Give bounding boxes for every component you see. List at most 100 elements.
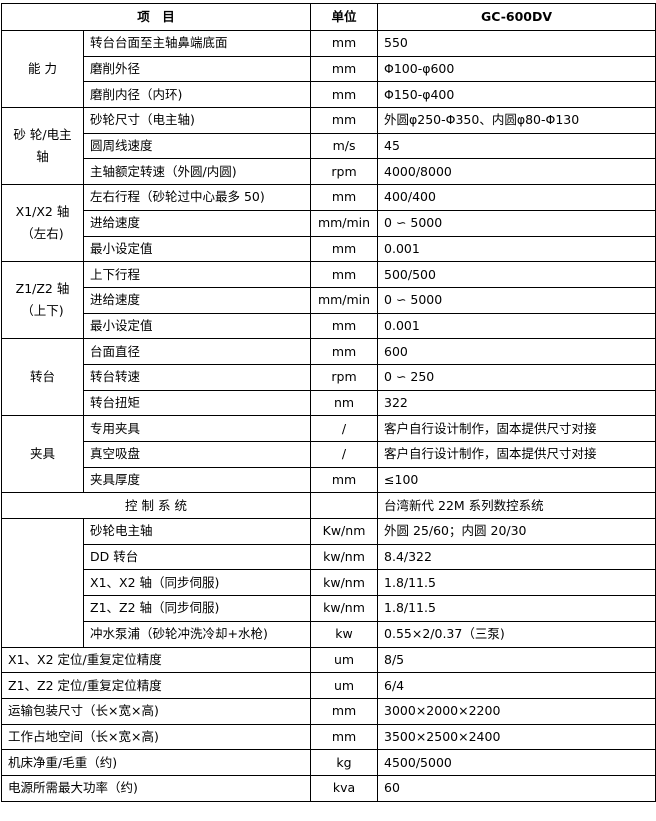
item-cell: 磨削外径 xyxy=(82,55,312,83)
value-cell: 322 xyxy=(377,389,656,417)
value-cell: 6/4 xyxy=(377,672,656,699)
category-cell: Z1/Z2 轴（上下) xyxy=(1,261,84,340)
unit-cell xyxy=(310,492,379,520)
item-cell: 最小设定值 xyxy=(82,312,312,340)
unit-cell: mm xyxy=(310,81,379,109)
item-cell: 进给速度 xyxy=(82,209,312,237)
header-unit: 单位 xyxy=(310,3,379,31)
item-cell: 运输包装尺寸（长×宽×高) xyxy=(0,697,312,725)
value-cell: Φ150-φ400 xyxy=(377,81,656,109)
value-cell: 1.8/11.5 xyxy=(377,595,656,622)
unit-cell: mm xyxy=(310,723,379,751)
category-cell: X1/X2 轴（左右) xyxy=(1,184,84,263)
unit-cell: kw/nm xyxy=(310,569,379,597)
item-cell: 左右行程（砂轮过中心最多 50) xyxy=(82,184,312,211)
item-cell: 圆周线速度 xyxy=(82,132,312,160)
unit-cell: mm/min xyxy=(310,286,379,314)
value-cell: 45 xyxy=(377,132,656,160)
table-row: 机床净重/毛重（约) kg 4500/5000 xyxy=(0,749,656,776)
unit-cell: um xyxy=(310,672,379,699)
value-cell: 8/5 xyxy=(377,646,656,674)
unit-cell: / xyxy=(310,441,379,468)
item-cell: X1、X2 定位/重复定位精度 xyxy=(0,646,312,674)
table-row: 主轴额定转速（外圆/内圆) rpm 4000/8000 xyxy=(2,158,656,186)
table-row: X1/X2 轴（左右) 左右行程（砂轮过中心最多 50) mm 400/400 xyxy=(1,184,656,263)
unit-cell: um xyxy=(310,646,379,674)
table-row: 砂轮电主轴 Kw/nm 外圆 25/60；内圆 20/30 xyxy=(1,518,656,648)
table-row: 进给速度 mm/min 0 ∽ 5000 xyxy=(2,286,656,314)
category-cell: 砂 轮/电主轴 xyxy=(1,107,84,186)
table-row: 电源所需最大功率（约) kva 60 xyxy=(0,774,656,802)
header-item: 项 目 xyxy=(0,3,312,31)
unit-cell: nm xyxy=(310,389,379,417)
table-row: 工作占地空间（长×宽×高) mm 3500×2500×2400 xyxy=(0,723,656,751)
unit-cell: rpm xyxy=(310,363,379,391)
table-row: 最小设定值 mm 0.001 xyxy=(2,235,656,263)
table-row: X1、X2 轴（同步伺服) kw/nm 1.8/11.5 xyxy=(2,569,656,597)
value-cell: 0.55×2/0.37（三泵) xyxy=(377,620,656,648)
item-cell: 机床净重/毛重（约) xyxy=(0,749,312,776)
value-cell: Φ100-φ600 xyxy=(377,55,656,83)
unit-cell: mm xyxy=(310,30,379,57)
value-cell: 550 xyxy=(377,30,656,57)
spec-table: 项 目 单位 GC-600DV 能 力转台台面至主轴鼻端底面 mm 550 磨削外径 m… xyxy=(0,3,656,802)
item-cell: 冲水泵浦（砂轮冲洗冷却+水枪) xyxy=(82,620,312,648)
header-row: 项 目 单位 GC-600DV xyxy=(0,3,656,31)
value-cell: 0 ∽ 250 xyxy=(377,363,656,391)
value-cell: 400/400 xyxy=(377,184,656,211)
value-cell: 1.8/11.5 xyxy=(377,569,656,597)
value-cell: ≤100 xyxy=(377,466,656,494)
category-cell: 能 力 xyxy=(1,29,84,109)
value-cell: 客户自行设计制作，固本提供尺寸对接 xyxy=(377,415,656,442)
table-row: 夹具厚度 mm ≤100 xyxy=(2,466,656,494)
table-row: Z1、Z2 轴（同步伺服) kw/nm 1.8/11.5 xyxy=(2,595,656,622)
item-cell: 磨削内径（内环) xyxy=(82,81,312,109)
unit-cell: mm xyxy=(310,312,379,340)
item-cell: 电源所需最大功率（约) xyxy=(0,774,312,802)
item-cell: 砂轮尺寸（电主轴) xyxy=(82,107,312,134)
value-cell: 台湾新代 22M 系列数控系统 xyxy=(377,492,656,520)
unit-cell: Kw/nm xyxy=(310,518,379,545)
table-row: 圆周线速度 m/s 45 xyxy=(2,132,656,160)
unit-cell: / xyxy=(310,415,379,442)
unit-cell: kg xyxy=(310,749,379,776)
unit-cell: rpm xyxy=(310,158,379,186)
value-cell: 4500/5000 xyxy=(377,749,656,776)
item-cell: 最小设定值 xyxy=(82,235,312,263)
item-cell: 转台扭矩 xyxy=(82,389,312,417)
unit-cell: kw/nm xyxy=(310,595,379,622)
item-cell: 上下行程 xyxy=(82,261,312,288)
value-cell: 3000×2000×2200 xyxy=(377,697,656,725)
table-row: 砂 轮/电主轴 砂轮尺寸（电主轴) mm 外圆φ250-Φ350、内圆φ80-Φ130 xyxy=(1,107,656,186)
item-cell: 工作占地空间（长×宽×高) xyxy=(0,723,312,751)
table-row: 冲水泵浦（砂轮冲洗冷却+水枪) kw 0.55×2/0.37（三泵) xyxy=(2,620,656,648)
table-row: 运输包装尺寸（长×宽×高) mm 3000×2000×2200 xyxy=(0,697,656,725)
item-cell: 砂轮电主轴 xyxy=(82,518,312,545)
unit-cell: mm xyxy=(310,235,379,263)
value-cell: 4000/8000 xyxy=(377,158,656,186)
category-cell: 夹具 xyxy=(1,415,84,494)
table-row: 控 制 系 统 台湾新代 22M 系列数控系统 xyxy=(0,492,656,520)
item-cell: 专用夹具 xyxy=(82,415,312,442)
item-cell: 进给速度 xyxy=(82,286,312,314)
value-cell: 60 xyxy=(377,774,656,802)
unit-cell: mm/min xyxy=(310,209,379,237)
value-cell: 0.001 xyxy=(377,235,656,263)
unit-cell: mm xyxy=(310,184,379,211)
table-row: 转台转速 rpm 0 ∽ 250 xyxy=(2,363,656,391)
control-system-label: 控 制 系 统 xyxy=(0,492,312,520)
item-cell: 转台转速 xyxy=(82,363,312,391)
table-row: X1、X2 定位/重复定位精度 um 8/5 xyxy=(0,646,656,674)
table-row: 能 力转台台面至主轴鼻端底面 mm 550 xyxy=(1,29,656,109)
table-row: Z1、Z2 定位/重复定位精度 um 6/4 xyxy=(0,672,656,699)
unit-cell: mm xyxy=(310,261,379,288)
value-cell: 客户自行设计制作，固本提供尺寸对接 xyxy=(377,441,656,468)
unit-cell: mm xyxy=(310,466,379,494)
table-row: 磨削内径（内环) mm Φ150-φ400 xyxy=(2,81,656,109)
item-cell: DD 转台 xyxy=(82,543,312,571)
item-cell: 夹具厚度 xyxy=(82,466,312,494)
table-row: 磨削外径 mm Φ100-φ600 xyxy=(2,55,656,83)
value-cell: 外圆 25/60；内圆 20/30 xyxy=(377,518,656,545)
value-cell: 0 ∽ 5000 xyxy=(377,209,656,237)
unit-cell: m/s xyxy=(310,132,379,160)
